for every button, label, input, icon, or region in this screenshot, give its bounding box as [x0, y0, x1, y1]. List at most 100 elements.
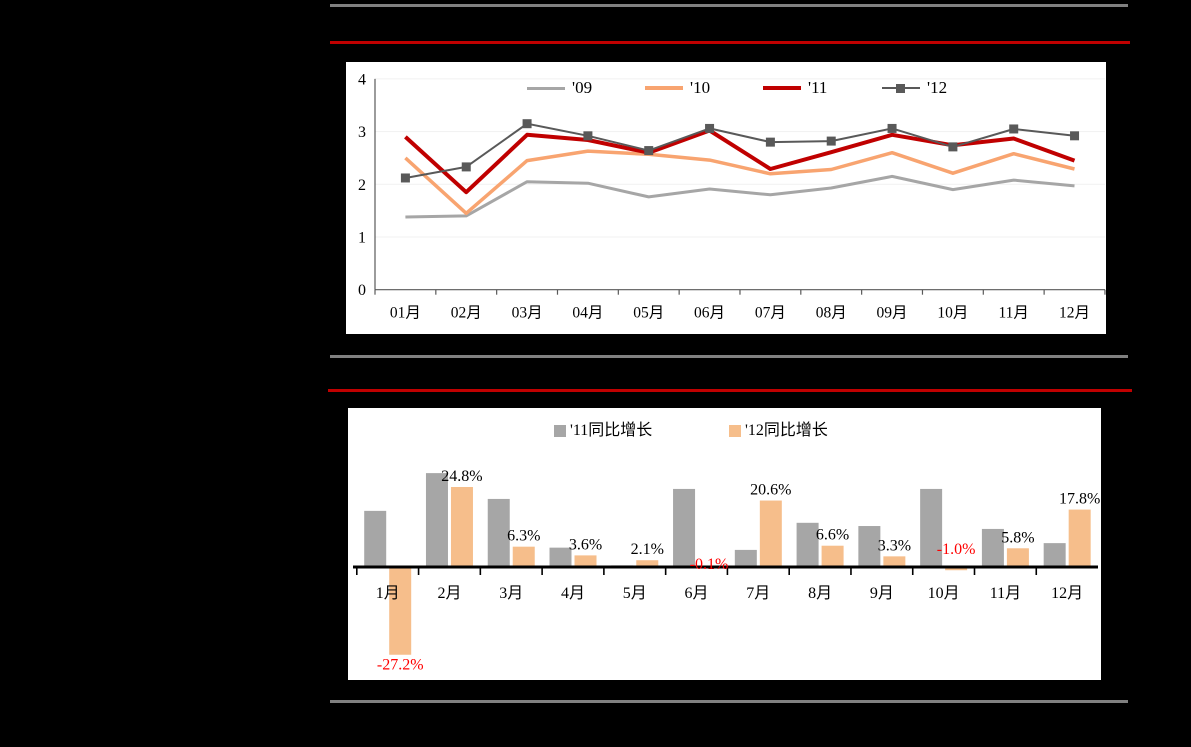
legend-line-swatch [763, 86, 801, 90]
legend-line-swatch [527, 86, 565, 90]
middle-gray-divider [330, 355, 1128, 358]
x-axis-label: 09月 [877, 305, 908, 322]
y-axis-label: 2 [358, 177, 366, 194]
legend-square-swatch [554, 425, 566, 437]
series-line-4 [405, 122, 1075, 179]
x-axis-label: 11月 [990, 585, 1021, 602]
bar-s11-m9 [858, 526, 881, 567]
bar-value-label: 3.6% [569, 536, 602, 553]
legend-item-3: '11 [763, 78, 828, 97]
bar-s11-m2 [425, 473, 448, 567]
legend-square-marker [896, 83, 905, 93]
series-12-marker [1009, 124, 1019, 134]
x-axis-label: 12月 [1059, 305, 1090, 322]
legend-label: '11同比增长 [570, 422, 653, 439]
x-axis-label: 5月 [623, 585, 647, 602]
middle-red-divider [328, 389, 1132, 392]
legend-label: '10 [690, 78, 711, 97]
bar-s11-m12 [1043, 543, 1066, 567]
series-12-marker [948, 142, 958, 152]
bar-s11-m11 [981, 528, 1004, 567]
bottom-gray-divider [330, 700, 1128, 703]
series-12-marker [1070, 131, 1080, 141]
bar-s12-m11 [1006, 548, 1029, 567]
series-12-marker [765, 137, 775, 147]
x-axis-label: 9月 [870, 585, 894, 602]
bar-chart-panel: 1月 2月 3月 4月 5月 6月 7月 8月 9月 10月 11月 12月 -27.2% 24.8% 6.… [348, 408, 1101, 680]
bar-s12-m9 [883, 556, 906, 567]
bar-s11-m3 [487, 498, 510, 567]
bar-value-label: 6.6% [816, 527, 849, 544]
bar-value-label: -27.2% [377, 657, 424, 674]
series-12-marker [705, 123, 715, 133]
x-axis-label: 05月 [633, 305, 664, 322]
x-axis-label: 01月 [390, 305, 421, 322]
x-axis-label: 8月 [808, 585, 832, 602]
x-axis-label: 7月 [746, 585, 770, 602]
series-12-marker [583, 131, 593, 141]
series-12-marker [887, 123, 897, 133]
series-12-marker [461, 162, 471, 172]
legend-item-1: '11同比增长 [554, 422, 653, 439]
legend-label: '11 [808, 78, 828, 97]
y-axis-label: 4 [358, 71, 366, 88]
series-12-marker [400, 173, 410, 183]
line-chart-panel: 0 1 2 3 4 01月 02月 03月 04月 05月 06月 07月 08月 09月 10月 11月 12… [346, 62, 1106, 334]
x-axis-label: 11月 [998, 305, 1028, 322]
bar-value-label: 20.6% [750, 482, 791, 499]
x-axis-label: 12月 [1051, 585, 1083, 602]
legend-label: '12同比增长 [745, 422, 828, 439]
x-axis-label: 1月 [376, 585, 400, 602]
bar-chart: 1月 2月 3月 4月 5月 6月 7月 8月 9月 10月 11月 12月 -27.2% 24.8% 6.… [353, 468, 1100, 674]
x-axis-label: 08月 [816, 305, 847, 322]
legend-item-2: '12同比增长 [729, 422, 828, 439]
bar-s12-m5 [636, 560, 659, 567]
bar-value-label: 17.8% [1059, 491, 1100, 508]
legend-item-1: '09 [527, 78, 593, 97]
x-axis-label: 03月 [512, 305, 543, 322]
bar-s11-m8 [796, 522, 819, 567]
series-12-marker [826, 136, 836, 146]
bar-s12-m1 [389, 567, 412, 655]
bar-value-label: -1.0% [937, 541, 976, 558]
top-gray-divider [330, 4, 1128, 7]
bar-s12-m10 [945, 567, 968, 571]
line-chart: 0 1 2 3 4 01月 02月 03月 04月 05月 06月 07月 08月 09月 10月 11月 12… [358, 71, 1106, 322]
bar-value-label: 3.3% [878, 537, 911, 554]
x-axis-label: 07月 [755, 305, 786, 322]
x-axis-label: 02月 [451, 305, 482, 322]
bar-s11-m6 [673, 488, 696, 567]
bar-s11-m10 [920, 488, 943, 567]
x-axis-line [353, 565, 1098, 569]
legend-line-swatch [882, 83, 920, 93]
x-axis-label: 04月 [572, 305, 603, 322]
series-line-1 [405, 174, 1075, 219]
bar-s12-m3 [512, 546, 535, 567]
x-axis-label: 4月 [561, 585, 585, 602]
bar-chart-legend: '11同比增长 '12同比增长 [348, 408, 1101, 446]
bar-s11-m7 [734, 549, 757, 567]
legend-line-swatch [645, 86, 683, 90]
legend-square-swatch [729, 425, 741, 437]
series-12-marker [644, 146, 654, 156]
bar-s12-m7 [759, 500, 782, 567]
y-axis-label: 1 [358, 230, 366, 247]
x-axis-label: 06月 [694, 305, 725, 322]
legend-label: '09 [572, 78, 593, 97]
legend-label: '12 [927, 78, 948, 97]
x-axis-label: 10月 [937, 305, 968, 322]
top-red-divider [330, 41, 1130, 44]
bar-value-label: 5.8% [1001, 529, 1034, 546]
x-axis-label: 6月 [685, 585, 709, 602]
bar-value-label: 24.8% [441, 468, 482, 485]
series-line-2 [404, 149, 1075, 216]
x-axis-label: 10月 [928, 585, 960, 602]
bar-s12-m2 [450, 486, 473, 567]
bar-value-label: -0.1% [690, 556, 729, 573]
legend-item-4: '12 [882, 78, 948, 97]
line-chart-legend: '09 '10 '11 '12 [346, 62, 1106, 102]
x-axis-label: 3月 [499, 585, 523, 602]
bar-value-label: 6.3% [507, 528, 540, 545]
bar-value-label: 2.1% [631, 541, 664, 558]
